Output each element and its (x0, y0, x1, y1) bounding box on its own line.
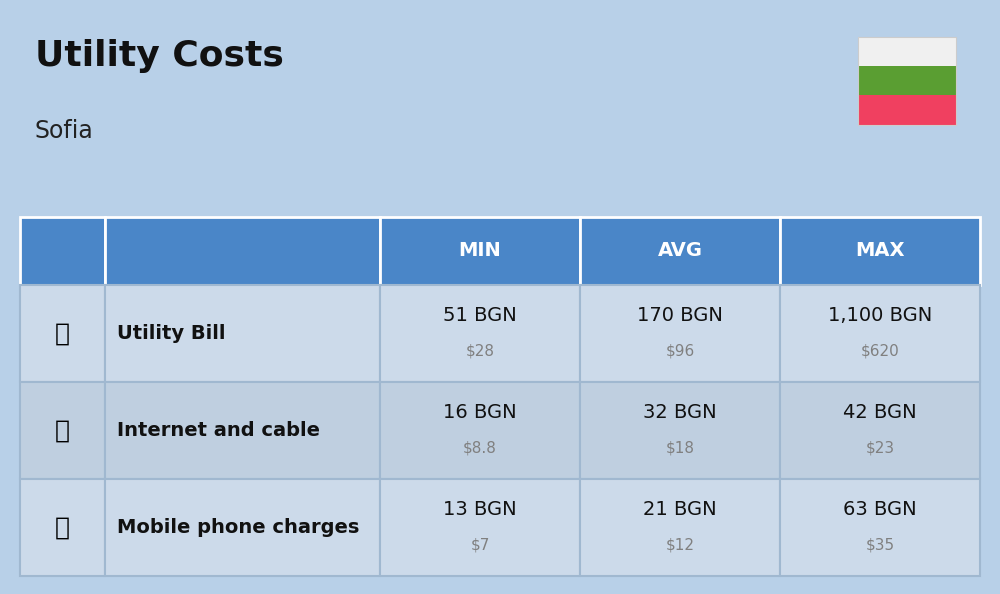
Bar (858, 66, 956, 96)
Bar (858, 96, 956, 125)
Bar (858, 37, 956, 66)
Bar (580, 217, 780, 285)
Bar (780, 217, 980, 285)
Bar (380, 217, 580, 285)
Text: $18: $18 (665, 441, 694, 456)
Text: Internet and cable: Internet and cable (117, 421, 320, 440)
Text: MAX: MAX (855, 242, 905, 260)
Bar (380, 382, 580, 479)
Text: 🔌: 🔌 (55, 321, 70, 346)
Bar (380, 285, 580, 382)
Bar (105, 382, 380, 479)
Text: 📱: 📱 (55, 516, 70, 540)
Bar (780, 382, 980, 479)
Bar (580, 479, 780, 576)
Text: $35: $35 (865, 538, 895, 553)
Bar (20, 479, 105, 576)
Text: Mobile phone charges: Mobile phone charges (117, 518, 359, 537)
Text: $12: $12 (665, 538, 694, 553)
Text: $7: $7 (470, 538, 490, 553)
Text: 📶: 📶 (55, 419, 70, 443)
Text: Utility Bill: Utility Bill (117, 324, 226, 343)
Bar (105, 285, 380, 382)
Bar (105, 479, 380, 576)
Text: 42 BGN: 42 BGN (843, 403, 917, 422)
Text: MIN: MIN (459, 242, 501, 260)
Bar (20, 217, 105, 285)
Text: $96: $96 (665, 344, 695, 359)
Text: Sofia: Sofia (35, 119, 94, 143)
Text: $28: $28 (466, 344, 494, 359)
Text: $8.8: $8.8 (463, 441, 497, 456)
Text: 51 BGN: 51 BGN (443, 307, 517, 326)
Text: 1,100 BGN: 1,100 BGN (828, 307, 932, 326)
Text: AVG: AVG (657, 242, 702, 260)
Text: $23: $23 (865, 441, 895, 456)
Bar (20, 285, 105, 382)
Text: 16 BGN: 16 BGN (443, 403, 517, 422)
Text: $620: $620 (861, 344, 899, 359)
Text: 170 BGN: 170 BGN (637, 307, 723, 326)
Bar (780, 285, 980, 382)
Bar (380, 479, 580, 576)
Bar (105, 217, 380, 285)
Text: 32 BGN: 32 BGN (643, 403, 717, 422)
Bar (580, 382, 780, 479)
Bar (580, 285, 780, 382)
Text: 63 BGN: 63 BGN (843, 500, 917, 519)
Bar (858, 37, 956, 125)
Text: 21 BGN: 21 BGN (643, 500, 717, 519)
Bar (780, 479, 980, 576)
Text: 13 BGN: 13 BGN (443, 500, 517, 519)
Text: Utility Costs: Utility Costs (35, 39, 284, 72)
Bar (20, 382, 105, 479)
